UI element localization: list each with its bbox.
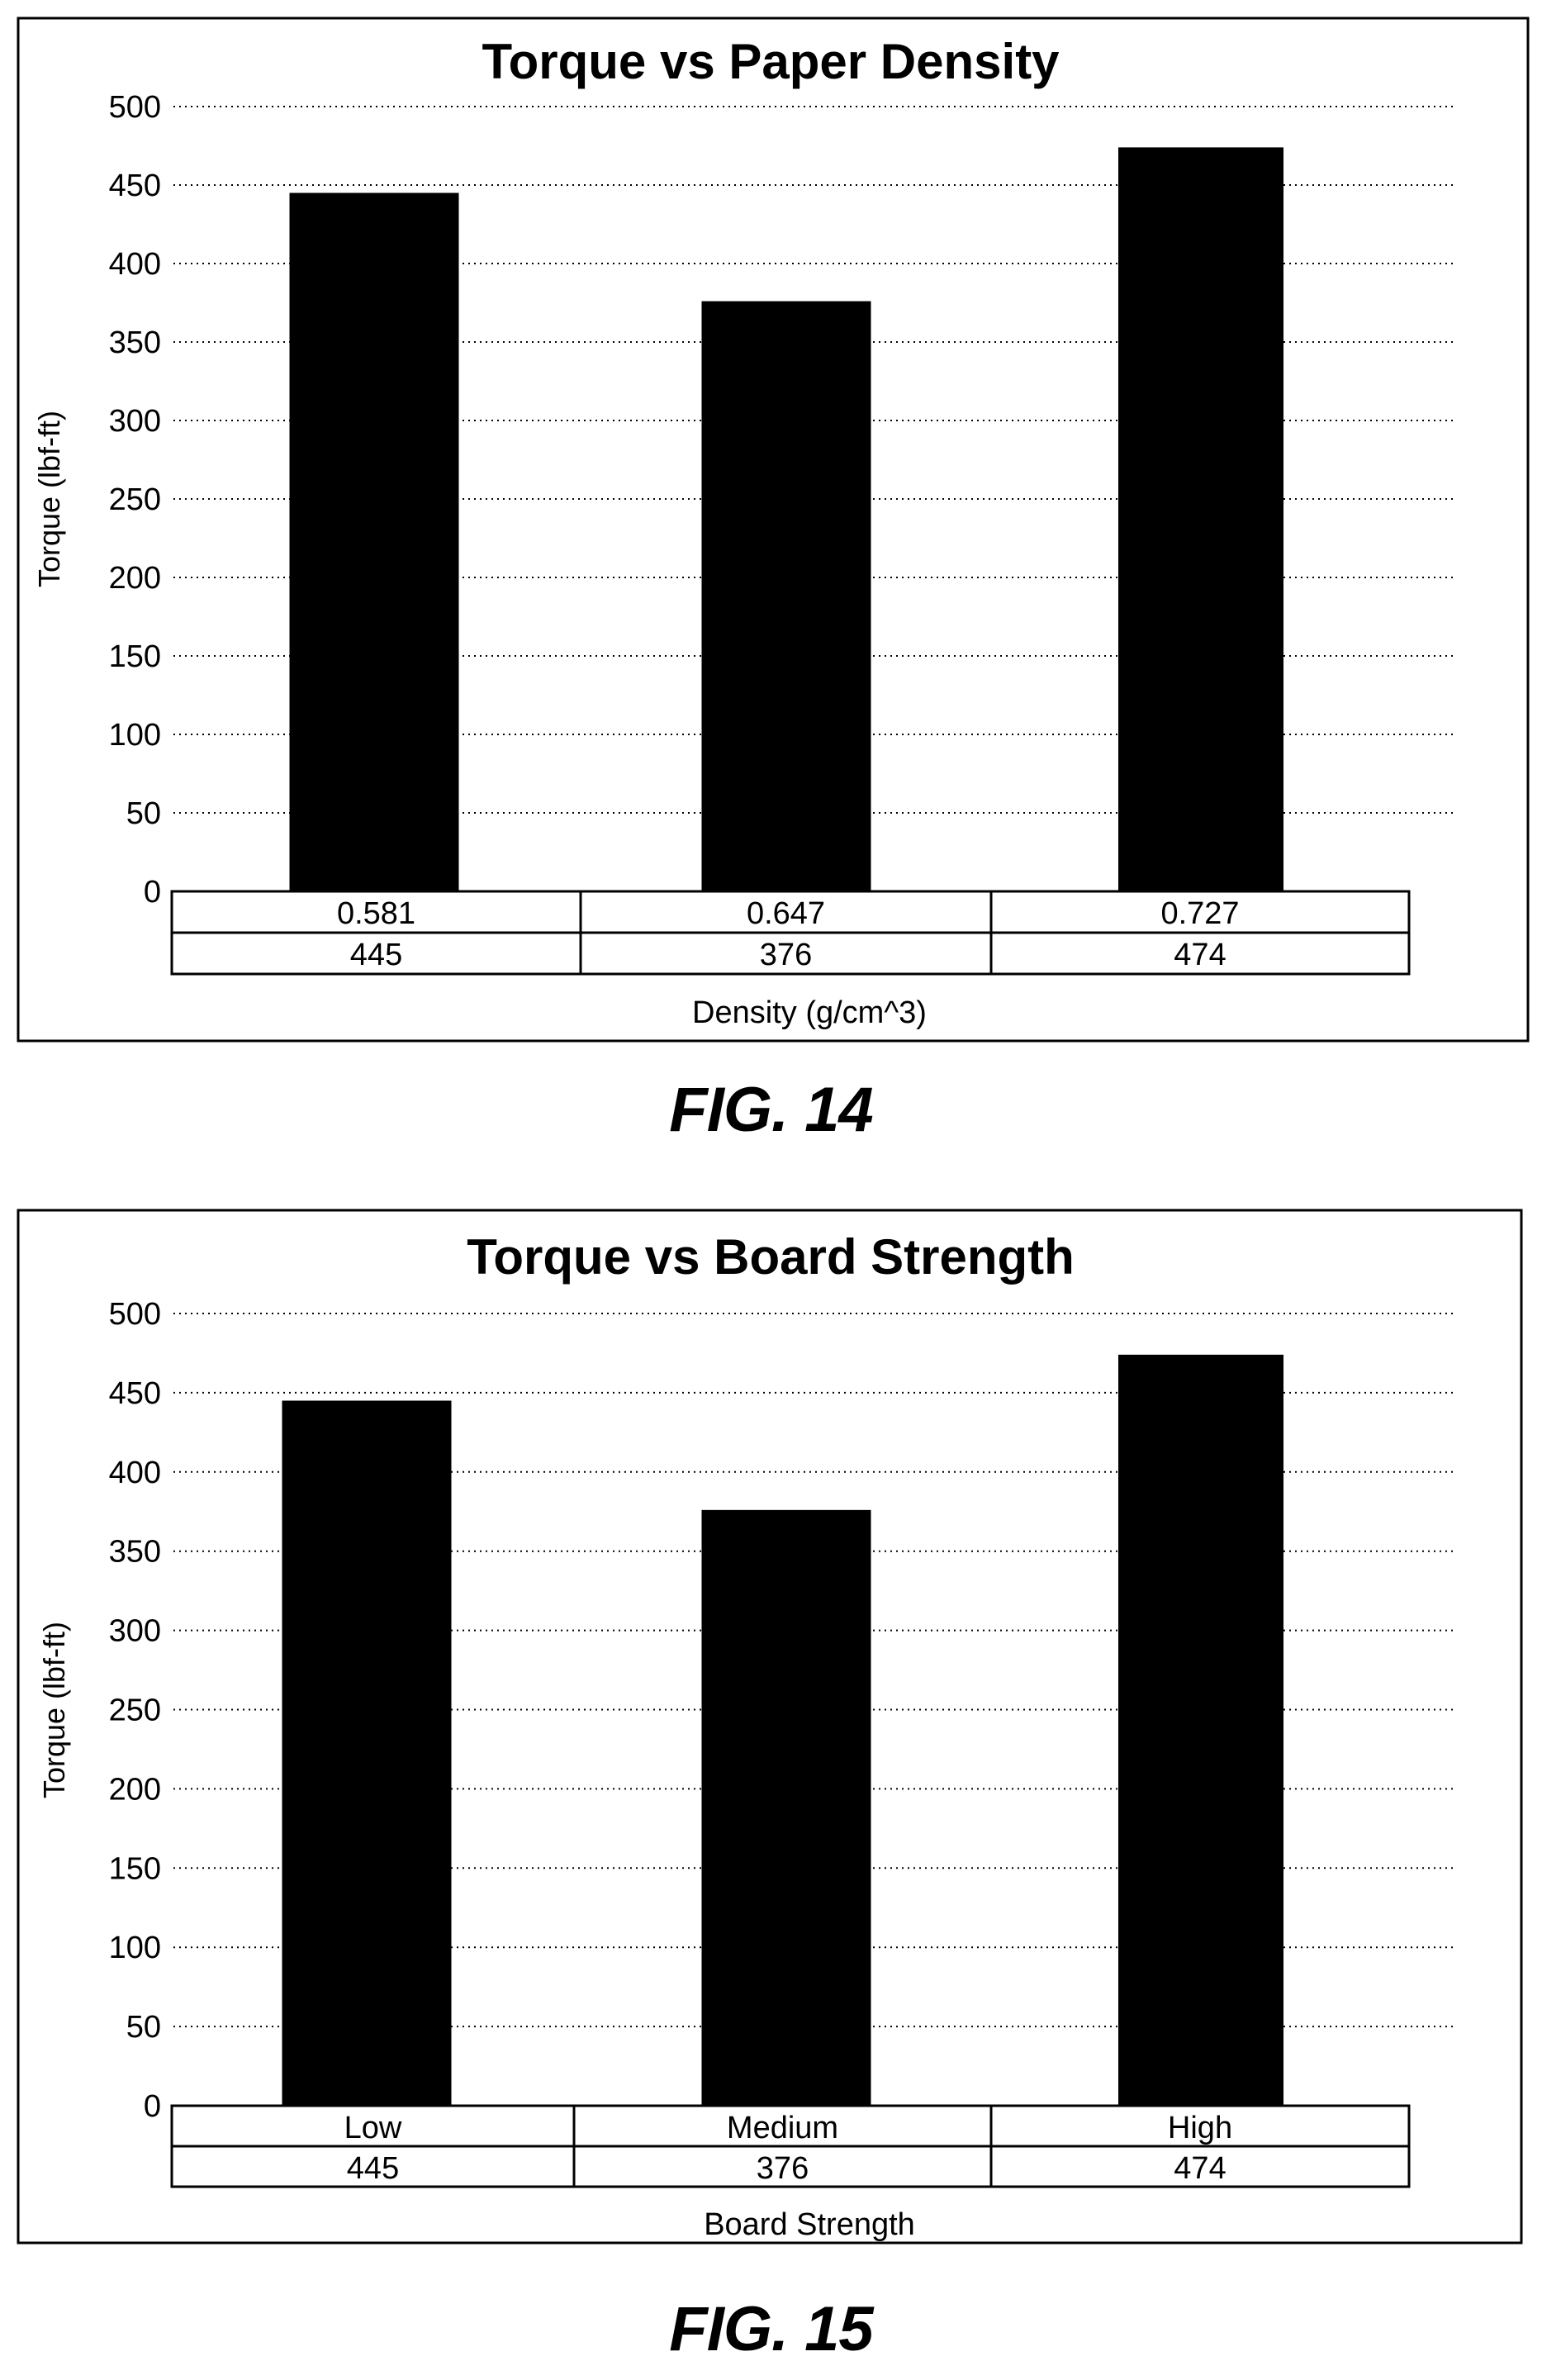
category-label: 0.727 — [1160, 896, 1239, 931]
category-label: Low — [344, 2111, 402, 2145]
chart-frame — [17, 1209, 1523, 2245]
y-axis-label: Torque (lbf-ft) — [37, 1622, 71, 1798]
y-tick-label: 150 — [109, 1851, 161, 1886]
chart-title: Torque vs Board Strength — [467, 1229, 1075, 1285]
y-tick-label: 300 — [109, 1614, 161, 1649]
category-label: Medium — [727, 2111, 838, 2145]
y-tick-label: 300 — [109, 404, 161, 439]
y-tick-label: 150 — [109, 639, 161, 674]
bar-0-581 — [289, 192, 459, 891]
category-label: High — [1168, 2111, 1232, 2145]
y-tick-label: 0 — [144, 875, 161, 910]
y-tick-label: 350 — [109, 325, 161, 360]
y-tick-label: 50 — [126, 796, 161, 831]
y-tick-label: 500 — [109, 90, 161, 125]
torque-vs-board-strength-chart: Torque vs Board Strength 0 50 100 150 200 250 3… — [17, 1209, 1523, 2245]
y-tick-label: 350 — [109, 1535, 161, 1570]
y-tick-label: 400 — [109, 247, 161, 282]
y-tick-label: 450 — [109, 169, 161, 203]
bar-low — [282, 1400, 452, 2106]
chart-title: Torque vs Paper Density — [482, 34, 1060, 89]
bar-0-727 — [1118, 147, 1283, 891]
category-label: 0.647 — [747, 896, 825, 931]
data-label: 445 — [350, 938, 402, 972]
chart-frame — [17, 17, 1530, 1043]
x-axis-label: Density (g/cm^3) — [692, 995, 927, 1030]
bar-medium — [701, 1509, 871, 2106]
data-label: 474 — [1174, 2151, 1226, 2186]
category-label: 0.581 — [337, 896, 415, 931]
torque-vs-density-chart: Torque vs Paper Density 0 50 100 150 200 250 30… — [17, 17, 1530, 1043]
figure-caption-14: FIG. 14 — [669, 1075, 873, 1145]
y-tick-label: 100 — [109, 1931, 161, 1965]
bar-0-647 — [701, 301, 871, 892]
bar-high — [1118, 1354, 1283, 2106]
data-label: 445 — [347, 2151, 399, 2186]
y-tick-label: 200 — [109, 1772, 161, 1807]
y-tick-label: 250 — [109, 1694, 161, 1728]
y-tick-label: 50 — [126, 2010, 161, 2045]
y-tick-label: 200 — [109, 561, 161, 596]
y-tick-label: 500 — [109, 1297, 161, 1332]
y-tick-label: 400 — [109, 1456, 161, 1490]
y-tick-label: 250 — [109, 482, 161, 517]
figure-caption-15: FIG. 15 — [669, 2294, 873, 2364]
y-axis-label: Torque (lbf-ft) — [32, 411, 66, 587]
y-tick-label: 450 — [109, 1376, 161, 1411]
data-label: 376 — [757, 2151, 809, 2186]
y-tick-label: 100 — [109, 718, 161, 753]
y-tick-label: 0 — [144, 2089, 161, 2124]
x-axis-label: Board Strength — [704, 2207, 915, 2242]
data-label: 376 — [760, 938, 812, 972]
data-label: 474 — [1174, 938, 1226, 972]
